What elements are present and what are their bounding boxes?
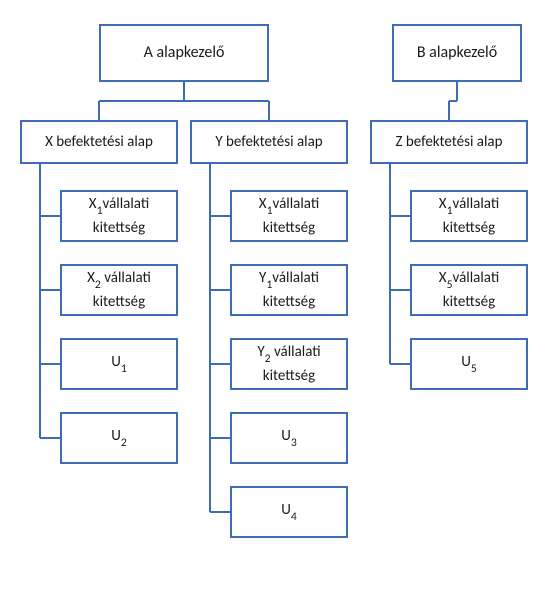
label-sub: 5 bbox=[447, 278, 453, 292]
node-z_fund: Z befektetési alap bbox=[370, 120, 528, 164]
label-pre: Y bbox=[257, 343, 264, 361]
node-label: Y1vállalati kitettség bbox=[236, 268, 342, 312]
label-sub: 2 bbox=[121, 436, 127, 450]
label-sub: 1 bbox=[97, 204, 103, 218]
node-yx1: X1vállalati kitettség bbox=[230, 190, 348, 242]
label-sub: 2 bbox=[95, 278, 101, 292]
node-b_root: B alapkezelő bbox=[392, 24, 522, 82]
node-x_fund: X befektetési alap bbox=[20, 120, 178, 164]
node-label: X5vállalati kitettség bbox=[416, 268, 522, 312]
node-u4: U4 bbox=[230, 486, 348, 538]
label-pre: X bbox=[259, 195, 267, 213]
node-label: U5 bbox=[461, 352, 477, 376]
label-pre: U bbox=[281, 501, 291, 519]
node-y2: Y2 vállalati kitettség bbox=[230, 338, 348, 390]
node-label: B alapkezelő bbox=[417, 42, 497, 64]
label-pre: X bbox=[89, 195, 97, 213]
node-label: Y befektetési alap bbox=[215, 132, 322, 152]
label-post: vállalati kitettség bbox=[263, 343, 321, 385]
node-label: U3 bbox=[281, 426, 297, 450]
node-u5: U5 bbox=[410, 338, 528, 390]
label-sub: 4 bbox=[291, 510, 297, 524]
label-post: vállalati kitettség bbox=[93, 269, 151, 311]
label-sub: 2 bbox=[265, 352, 271, 366]
node-x2: X2 vállalati kitettség bbox=[60, 264, 178, 316]
node-label: U1 bbox=[111, 352, 127, 376]
node-u2: U2 bbox=[60, 412, 178, 464]
label-sub: 5 bbox=[471, 362, 477, 376]
label-pre: X bbox=[439, 269, 447, 287]
node-u3: U3 bbox=[230, 412, 348, 464]
node-label: U4 bbox=[281, 500, 297, 524]
label-pre: U bbox=[281, 427, 291, 445]
node-label: U2 bbox=[111, 426, 127, 450]
node-label: A alapkezelő bbox=[144, 42, 225, 64]
label-sub: 1 bbox=[447, 204, 453, 218]
node-label: Y2 vállalati kitettség bbox=[236, 342, 342, 386]
node-label: X1vállalati kitettség bbox=[416, 194, 522, 238]
node-label: X befektetési alap bbox=[45, 132, 153, 152]
node-u1: U1 bbox=[60, 338, 178, 390]
node-label: X2 vállalati kitettség bbox=[66, 268, 172, 312]
node-x1: X1vállalati kitettség bbox=[60, 190, 178, 242]
label-sub: 3 bbox=[291, 436, 297, 450]
node-a_root: A alapkezelő bbox=[99, 24, 269, 82]
label-pre: X bbox=[439, 195, 447, 213]
node-label: X1vállalati kitettség bbox=[236, 194, 342, 238]
label-sub: 1 bbox=[121, 362, 127, 376]
node-label: X1vállalati kitettség bbox=[66, 194, 172, 238]
node-label: Z befektetési alap bbox=[395, 132, 502, 152]
label-pre: U bbox=[111, 427, 121, 445]
node-y1: Y1vállalati kitettség bbox=[230, 264, 348, 316]
label-pre: U bbox=[111, 353, 121, 371]
node-zx1: X1vállalati kitettség bbox=[410, 190, 528, 242]
node-y_fund: Y befektetési alap bbox=[190, 120, 348, 164]
node-x5: X5vállalati kitettség bbox=[410, 264, 528, 316]
label-sub: 1 bbox=[266, 278, 272, 292]
label-sub: 1 bbox=[267, 204, 273, 218]
label-pre: X bbox=[87, 269, 95, 287]
label-pre: U bbox=[461, 353, 471, 371]
